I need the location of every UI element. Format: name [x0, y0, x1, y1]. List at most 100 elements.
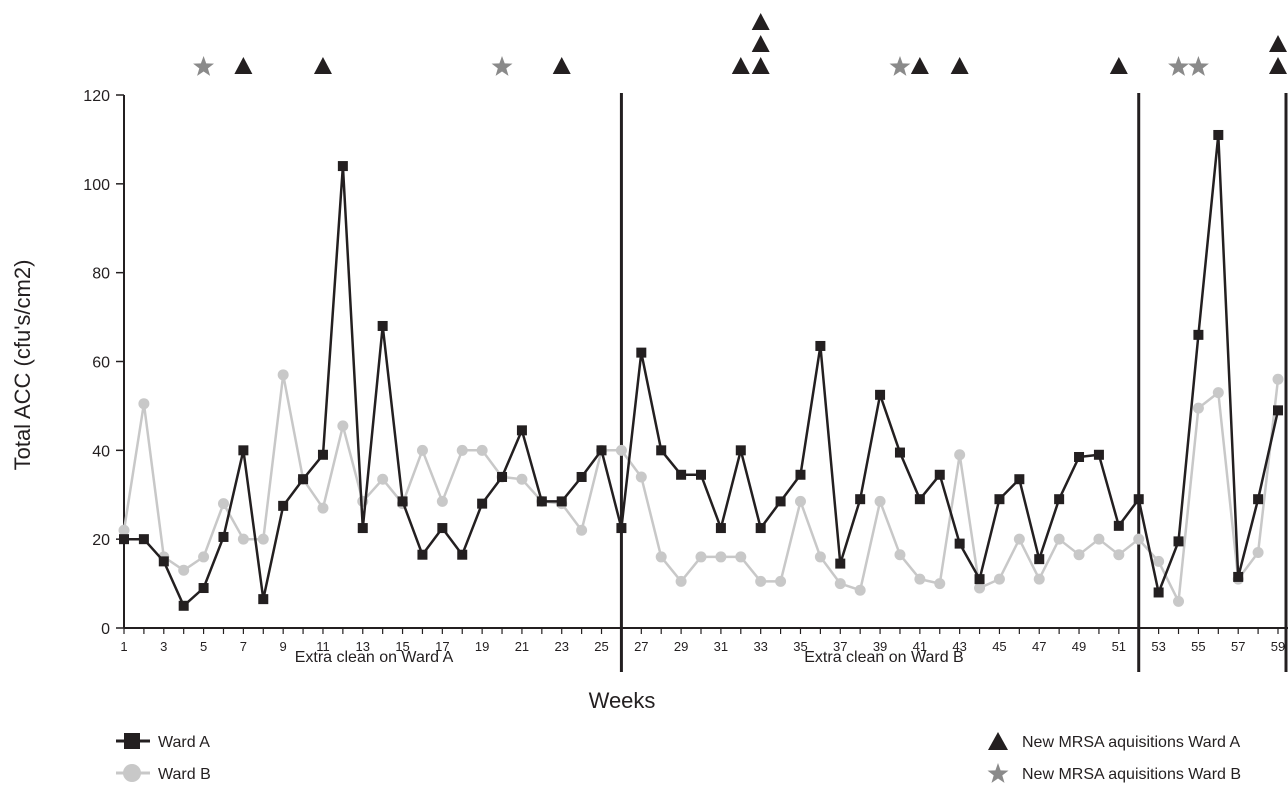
data-point-ward-a [596, 445, 607, 456]
data-point-ward-a [994, 494, 1005, 505]
mrsa-ward-a-triangle-marker [751, 35, 770, 52]
x-tick-label: 13 [356, 639, 370, 654]
data-point-ward-a [795, 469, 806, 480]
x-tick-label: 27 [634, 639, 648, 654]
data-point-ward-b [138, 398, 150, 410]
data-point-ward-a [1213, 129, 1224, 140]
data-point-ward-a [894, 447, 905, 458]
data-point-ward-b [1113, 549, 1125, 561]
data-point-ward-b [1153, 555, 1165, 567]
data-point-ward-b [118, 524, 130, 536]
data-point-ward-a [556, 496, 567, 507]
data-point-ward-a [636, 347, 647, 358]
data-point-ward-b [1272, 373, 1284, 385]
data-point-ward-b [954, 449, 966, 461]
x-tick-label: 37 [833, 639, 847, 654]
data-point-ward-a [676, 469, 687, 480]
data-point-ward-b [635, 471, 647, 483]
data-point-ward-b [178, 564, 190, 576]
data-point-ward-a [377, 320, 388, 331]
x-axis-title: Weeks [589, 688, 656, 713]
legend-mrsa-ward-b-label: New MRSA aquisitions Ward B [1022, 766, 1241, 783]
data-point-ward-a [477, 498, 488, 509]
legend-ward-b-label: Ward B [158, 766, 211, 783]
data-point-ward-b [1252, 546, 1264, 558]
y-axis-title: Total ACC (cfu's/cm2) [10, 260, 35, 471]
x-tick-label: 3 [160, 639, 167, 654]
data-point-ward-b [436, 495, 448, 507]
data-point-ward-a [835, 558, 846, 569]
x-tick-label: 5 [200, 639, 207, 654]
legend-ward-a-square-marker [124, 733, 140, 749]
data-point-ward-a [178, 600, 189, 611]
data-point-ward-a [1113, 520, 1124, 531]
legend-ward-b-circle-marker [123, 764, 141, 782]
mrsa-ward-a-triangle-marker [731, 57, 750, 74]
data-point-ward-a [198, 583, 209, 594]
data-point-ward-b [695, 551, 707, 563]
data-point-ward-a [218, 531, 229, 542]
data-point-ward-a [357, 523, 368, 534]
mrsa-ward-a-triangle-marker [1269, 57, 1287, 74]
mrsa-ward-a-triangle-marker [950, 57, 969, 74]
data-point-ward-a [875, 389, 886, 400]
data-point-ward-a [656, 445, 667, 456]
data-point-ward-a [855, 494, 866, 505]
data-point-ward-b [217, 498, 229, 510]
data-point-ward-a [258, 594, 269, 605]
data-point-ward-a [437, 523, 448, 534]
data-point-ward-b [1013, 533, 1025, 545]
data-point-ward-b [317, 502, 329, 514]
legend-ward-b: Ward B [116, 764, 211, 783]
data-point-ward-b [675, 575, 687, 587]
data-point-ward-b [934, 578, 946, 590]
y-tick-label: 20 [92, 532, 110, 549]
data-point-ward-a [1233, 571, 1244, 582]
data-point-ward-b [775, 575, 787, 587]
data-point-ward-b [1133, 533, 1145, 545]
data-point-ward-b [1053, 533, 1065, 545]
legend-star-icon [987, 763, 1009, 783]
data-point-ward-a [497, 471, 508, 482]
data-point-ward-b [993, 573, 1005, 585]
series-line-ward-a [124, 133, 1280, 608]
y-tick-label: 0 [101, 621, 110, 638]
x-tick-label: 31 [714, 639, 728, 654]
data-point-ward-a [1133, 494, 1144, 505]
data-point-ward-a [934, 469, 945, 480]
x-tick-label: 23 [554, 639, 568, 654]
data-point-ward-a [397, 496, 408, 507]
x-tick-label: 35 [793, 639, 807, 654]
period-dividers [619, 93, 1288, 672]
x-tick-label: 21 [515, 639, 529, 654]
data-point-ward-b [456, 444, 468, 456]
data-point-ward-b [1073, 549, 1085, 561]
data-point-ward-a [576, 471, 587, 482]
data-point-ward-a [1253, 494, 1264, 505]
data-point-ward-a [1093, 449, 1104, 460]
x-tick-label: 1 [120, 639, 127, 654]
data-point-ward-a [238, 445, 249, 456]
data-point-ward-a [974, 574, 985, 585]
mrsa-ward-a-triangle-marker [1109, 57, 1128, 74]
x-tick-label: 17 [435, 639, 449, 654]
x-tick-label: 43 [952, 639, 966, 654]
data-point-ward-b [416, 444, 428, 456]
x-tick-label: 53 [1151, 639, 1165, 654]
data-point-ward-b [894, 549, 906, 561]
data-point-ward-b [198, 551, 210, 563]
data-point-ward-a [775, 496, 786, 507]
x-tick-label: 47 [1032, 639, 1046, 654]
data-point-ward-b [516, 473, 528, 485]
legend-ward-a-label: Ward A [158, 734, 210, 751]
data-point-ward-b [715, 551, 727, 563]
x-tick-label: 7 [240, 639, 247, 654]
data-point-ward-a [616, 523, 627, 534]
data-point-ward-a [1054, 494, 1065, 505]
data-point-ward-a [417, 549, 428, 560]
data-point-ward-a [914, 494, 925, 505]
mrsa-ward-b-star-marker [193, 56, 214, 76]
data-point-ward-b [1192, 402, 1204, 414]
